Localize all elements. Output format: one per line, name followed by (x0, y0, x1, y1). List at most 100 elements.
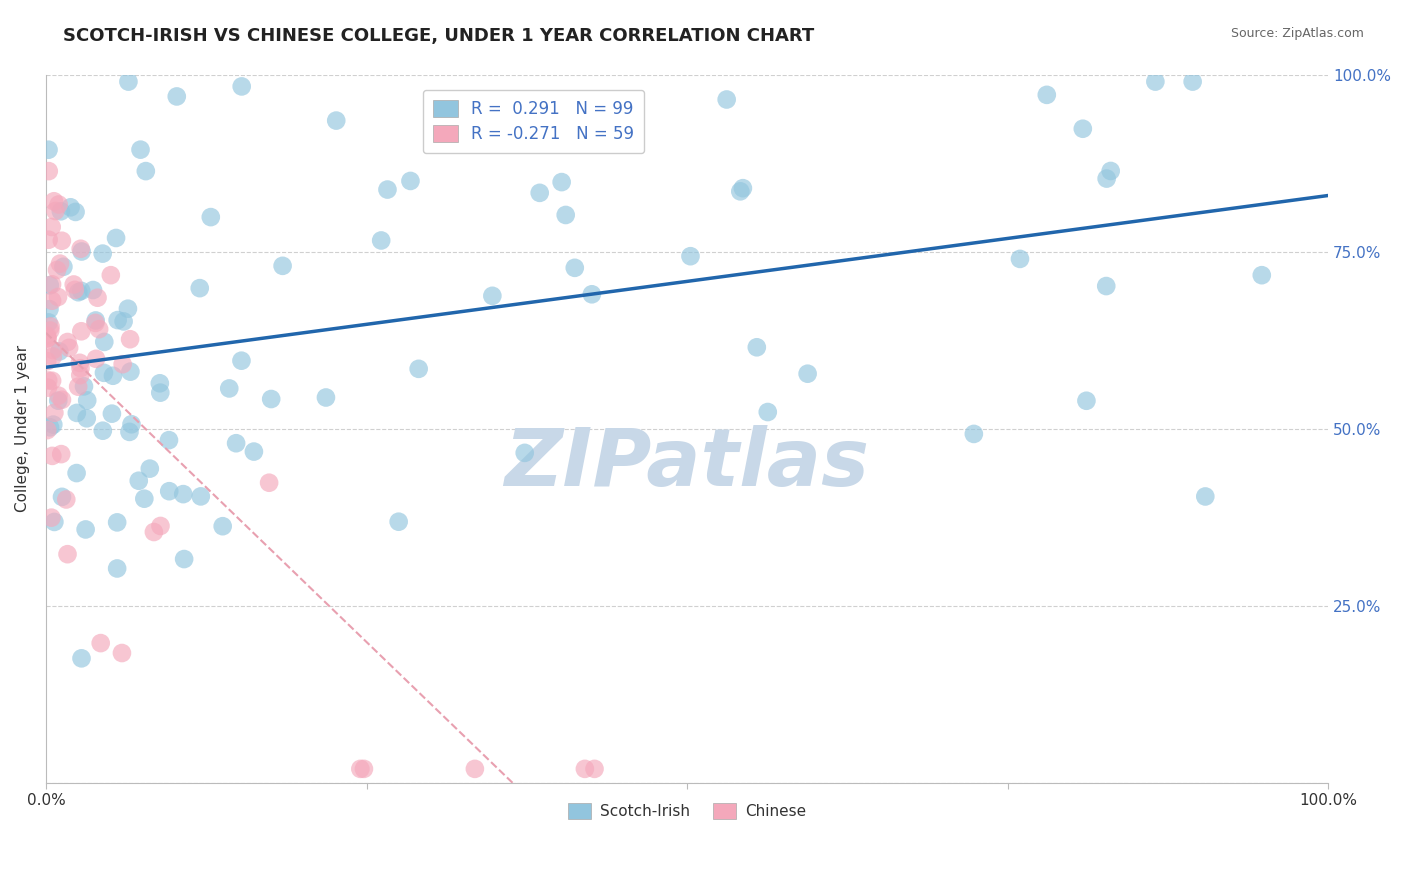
Point (134, 491, 156, 506)
Point (49, 257, 72, 271)
Point (56, 547, 79, 561)
Point (388, 515, 411, 529)
Point (38, 278, 60, 293)
Point (51, 490, 73, 504)
Point (44, 515, 66, 529)
Point (37, 373, 59, 387)
Point (67, 379, 90, 393)
Point (100, 268, 122, 282)
Point (120, 332, 142, 346)
Point (120, 365, 142, 379)
Point (101, 407, 124, 421)
Text: ZIPatlas: ZIPatlas (505, 425, 869, 503)
Point (730, 185, 752, 199)
Point (211, 519, 233, 533)
Point (41, 510, 63, 524)
Point (69, 368, 91, 383)
Point (55, 492, 77, 507)
Point (62, 277, 84, 292)
Point (73, 379, 96, 393)
Point (82, 283, 104, 297)
Point (243, 444, 266, 458)
Point (745, 340, 768, 354)
Point (796, 367, 818, 381)
Point (1095, 171, 1118, 186)
Point (39, 319, 62, 334)
Point (39, 420, 62, 434)
Point (70, 244, 93, 259)
Point (48, 344, 70, 359)
Point (41, 374, 63, 388)
Point (1144, 74, 1167, 88)
Point (529, 186, 551, 200)
Point (218, 381, 240, 395)
Point (38, 143, 60, 157)
Point (42, 194, 65, 209)
Point (315, 391, 337, 405)
Point (481, 289, 503, 303)
Point (121, 417, 143, 432)
Point (1099, 164, 1122, 178)
Point (44, 204, 66, 219)
Point (38, 315, 60, 329)
Point (51, 234, 73, 248)
Point (554, 208, 576, 222)
Point (69, 356, 91, 370)
Point (756, 405, 779, 419)
Point (76, 393, 98, 408)
Point (157, 484, 180, 499)
Point (41, 219, 63, 234)
Point (731, 181, 754, 195)
Point (89, 322, 111, 336)
Point (679, 249, 702, 263)
Point (190, 489, 212, 503)
Point (107, 313, 129, 327)
Point (370, 234, 392, 248)
Y-axis label: College, Under 1 year: College, Under 1 year (15, 345, 30, 512)
Point (91, 424, 114, 438)
Text: SCOTCH-IRISH VS CHINESE COLLEGE, UNDER 1 YEAR CORRELATION CHART: SCOTCH-IRISH VS CHINESE COLLEGE, UNDER 1… (63, 27, 814, 45)
Point (408, 361, 430, 376)
Point (84, 316, 107, 330)
Point (39, 324, 62, 338)
Point (76, 411, 98, 425)
Point (37, 331, 59, 345)
Point (41, 277, 63, 292)
Point (38, 233, 60, 247)
Point (231, 79, 253, 94)
Point (399, 174, 422, 188)
Point (42, 350, 65, 364)
Point (1071, 121, 1094, 136)
Point (166, 89, 188, 103)
Point (37, 423, 59, 437)
Point (117, 301, 139, 316)
Point (105, 231, 128, 245)
Point (353, 762, 375, 776)
Point (70, 651, 93, 665)
Point (84, 313, 107, 327)
Point (129, 143, 152, 157)
Point (583, 762, 606, 776)
Point (513, 446, 536, 460)
Point (135, 164, 157, 178)
Point (716, 93, 738, 107)
Point (48, 389, 70, 403)
Point (41, 293, 63, 308)
Point (70, 324, 93, 338)
Point (63, 283, 86, 297)
Point (49, 204, 72, 219)
Point (1194, 490, 1216, 504)
Point (260, 392, 283, 406)
Point (93, 334, 115, 349)
Point (58, 341, 80, 355)
Point (56, 334, 79, 349)
Point (37, 381, 59, 395)
Point (46, 263, 69, 277)
Point (1181, 74, 1204, 88)
Point (101, 368, 124, 383)
Text: Source: ZipAtlas.com: Source: ZipAtlas.com (1230, 27, 1364, 40)
Point (1250, 268, 1272, 283)
Point (84, 351, 107, 366)
Point (225, 436, 247, 450)
Point (963, 426, 986, 441)
